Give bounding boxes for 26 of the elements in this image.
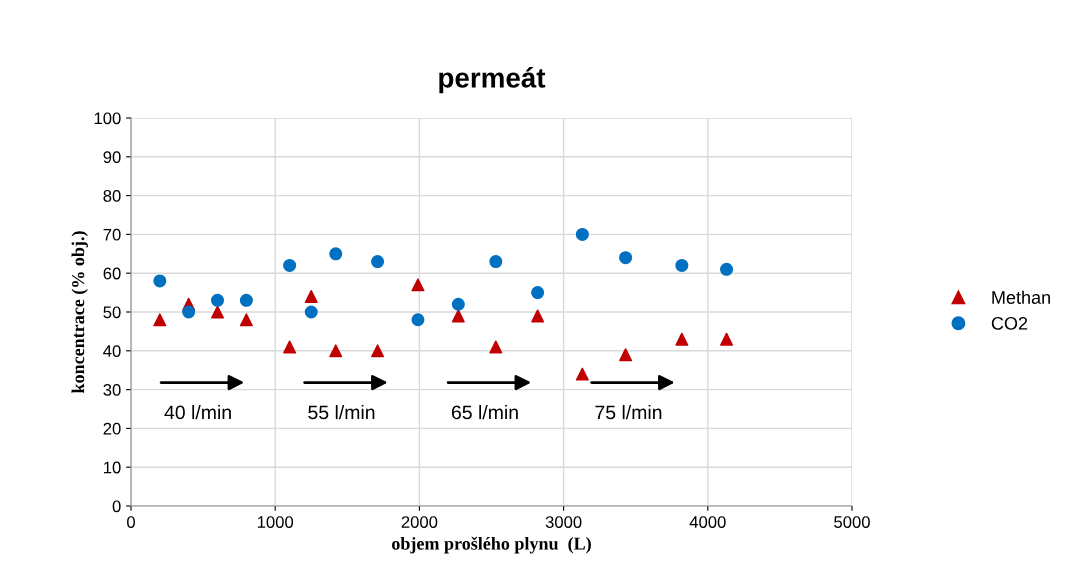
y-tick-label: 0 bbox=[112, 500, 121, 513]
x-tick-label: 5000 bbox=[834, 516, 870, 528]
y-tick-label: 40 bbox=[103, 345, 121, 357]
y-tick-label: 20 bbox=[103, 422, 121, 435]
x-tick-label: 3000 bbox=[545, 516, 582, 528]
annotation: 75 l/min bbox=[595, 404, 662, 420]
y-tick-label: 70 bbox=[103, 228, 121, 241]
annotation: 40 l/min bbox=[164, 404, 231, 420]
annotation: 65 l/min bbox=[451, 404, 518, 420]
x-tick-label: 4000 bbox=[689, 516, 726, 528]
legend-label: CO2 bbox=[991, 316, 1028, 330]
y-tick-label: 100 bbox=[94, 112, 121, 125]
y-tick-label: 90 bbox=[103, 151, 121, 163]
annotation: 55 l/min bbox=[308, 404, 375, 420]
x-tick-label: 1000 bbox=[257, 516, 294, 528]
y-tick-label: 30 bbox=[103, 384, 121, 396]
y-tick-label: 80 bbox=[103, 190, 121, 202]
x-tick-label: 0 bbox=[127, 516, 135, 528]
legend-label: Methan bbox=[992, 290, 1050, 304]
y-tick-label: 50 bbox=[103, 306, 121, 319]
y-tick-label: 60 bbox=[103, 267, 121, 280]
y-axis-title: koncentrace (% obj.) bbox=[71, 231, 88, 394]
chart-title: permeát bbox=[439, 67, 546, 94]
x-axis-title: objem prošlého plynu (L) bbox=[392, 536, 591, 554]
y-tick-label: 10 bbox=[104, 461, 121, 474]
x-tick-label: 2000 bbox=[401, 516, 438, 528]
